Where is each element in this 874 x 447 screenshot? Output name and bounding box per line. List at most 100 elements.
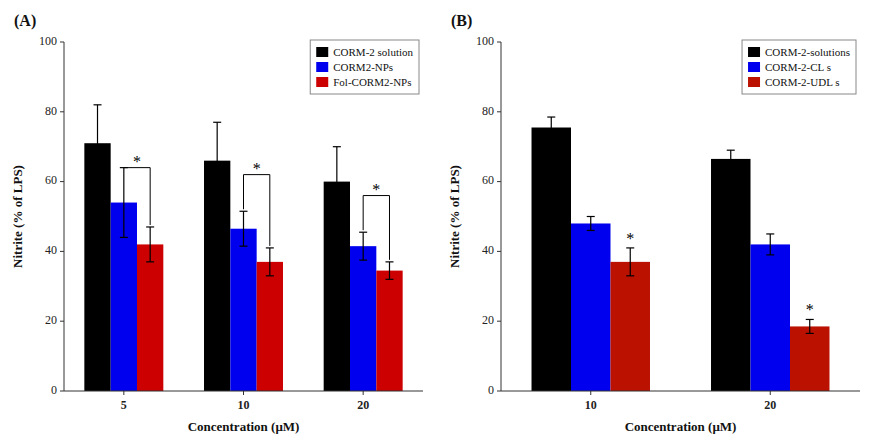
bar [571, 223, 610, 391]
error-line [150, 227, 151, 262]
error-bar [333, 147, 341, 217]
bar [751, 244, 790, 391]
x-tick-label: 5 [121, 398, 127, 412]
error-cap [385, 279, 393, 280]
error-cap [806, 319, 814, 320]
y-tick [497, 181, 501, 182]
error-line [363, 232, 364, 260]
bar [711, 159, 750, 391]
significance-bracket [124, 168, 150, 225]
error-line [630, 248, 631, 276]
error-line [336, 147, 337, 217]
bracket-leg [269, 175, 270, 246]
x-axis-label: Concentration (μM) [625, 419, 737, 434]
y-tick [497, 391, 501, 392]
y-tick-label: 80 [45, 104, 57, 118]
bracket-leg [243, 175, 244, 210]
y-tick [497, 42, 501, 43]
error-cap [333, 216, 341, 217]
error-bar [385, 262, 393, 279]
error-bar [240, 211, 248, 246]
error-line [243, 211, 244, 246]
legend-swatch [316, 47, 328, 57]
error-cap [94, 104, 102, 105]
error-bar [806, 319, 814, 333]
error-line [730, 150, 731, 167]
significance-label: * [133, 153, 141, 170]
significance-bracket [244, 175, 270, 246]
x-tick [123, 391, 124, 395]
x-tick-label: 10 [585, 398, 597, 412]
error-bar [359, 232, 367, 260]
error-cap [146, 226, 154, 227]
bracket-leg [150, 168, 151, 225]
error-line [551, 117, 552, 138]
y-axis-label: Nitrite (% of LPS) [10, 165, 25, 268]
x-tick [590, 391, 591, 395]
legend-frame [742, 40, 856, 94]
error-cap [547, 116, 555, 117]
y-tick [60, 42, 64, 43]
bar [137, 244, 163, 391]
bar [532, 128, 571, 391]
y-tick-label: 20 [482, 313, 494, 327]
error-cap [547, 137, 555, 138]
x-tick [770, 391, 771, 395]
y-axis-label: Nitrite (% of LPS) [447, 165, 462, 268]
x-tick-label: 20 [357, 398, 369, 412]
x-tick [363, 391, 364, 395]
y-tick [60, 321, 64, 322]
significance-label: * [626, 230, 634, 247]
error-cap [359, 232, 367, 233]
error-cap [587, 230, 595, 231]
error-bar [213, 122, 221, 199]
legend: CORM-2 solutionCORM2-NPsFol-CORM2-NPs [310, 40, 419, 94]
error-bar [587, 217, 595, 231]
error-line [770, 234, 771, 255]
y-axis [64, 42, 65, 391]
y-tick-label: 0 [51, 383, 57, 397]
x-tick-label: 20 [764, 398, 776, 412]
error-cap [359, 260, 367, 261]
y-tick-label: 40 [45, 243, 57, 257]
error-bar [146, 227, 154, 262]
error-line [217, 122, 218, 199]
background [0, 0, 874, 447]
error-cap [240, 246, 248, 247]
error-line [389, 262, 390, 279]
bar [376, 271, 402, 391]
error-cap [94, 181, 102, 182]
bracket-leg [389, 196, 390, 260]
error-bar [766, 234, 774, 255]
error-bar [94, 105, 102, 182]
error-line [123, 168, 124, 238]
legend-swatch [316, 77, 328, 87]
x-tick [243, 391, 244, 395]
legend-label: CORM-2-solutions [765, 46, 850, 58]
error-line [590, 217, 591, 231]
error-line [97, 105, 98, 182]
y-tick [60, 111, 64, 112]
bar [790, 326, 829, 391]
y-tick-label: 100 [39, 34, 57, 48]
y-tick-label: 20 [45, 313, 57, 327]
y-tick-label: 60 [482, 173, 494, 187]
y-tick [60, 391, 64, 392]
legend-swatch [748, 47, 760, 57]
legend-label: CORM2-NPs [333, 61, 393, 73]
legend-frame [310, 40, 419, 94]
legend-swatch [748, 62, 760, 72]
chart: 0 20 40 60 80 100 5 10 20 Concentration (μM) Nitri… [0, 0, 874, 447]
significance-label: * [372, 181, 380, 198]
bar [350, 246, 376, 391]
error-cap [333, 146, 341, 147]
error-cap [266, 275, 274, 276]
error-line [809, 319, 810, 333]
bar [257, 262, 283, 391]
significance-bracket [363, 196, 389, 260]
error-cap [587, 216, 595, 217]
y-tick [497, 111, 501, 112]
error-bar [120, 168, 128, 238]
legend-label: Fol-CORM2-NPs [333, 76, 411, 88]
significance-label: * [806, 301, 814, 318]
